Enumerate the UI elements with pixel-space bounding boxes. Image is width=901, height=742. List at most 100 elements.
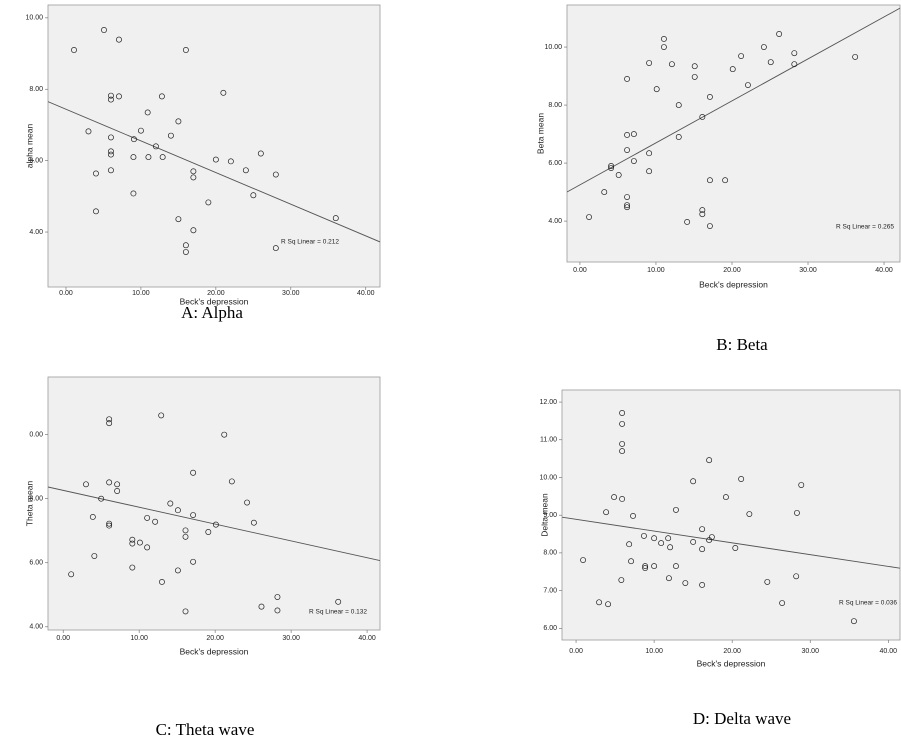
- point: [190, 174, 197, 181]
- point: [673, 506, 679, 513]
- point: [738, 476, 745, 482]
- point: [791, 61, 798, 68]
- point: [630, 512, 636, 519]
- point: [764, 578, 771, 585]
- y-tick-label: 7.00: [543, 587, 557, 594]
- y-tick-label: 10.00: [539, 474, 557, 481]
- plot-content: [48, 27, 380, 255]
- point: [85, 128, 92, 135]
- point: [175, 118, 182, 125]
- point: [738, 53, 745, 60]
- point: [129, 540, 136, 547]
- y-tick-label: 8.00: [29, 86, 43, 93]
- point: [641, 532, 647, 539]
- point: [212, 156, 219, 163]
- point: [732, 545, 739, 551]
- point: [608, 165, 615, 171]
- point: [258, 603, 265, 610]
- trend-line: [48, 486, 380, 562]
- point: [182, 533, 189, 540]
- x-tick-label: 20.00: [206, 635, 224, 642]
- point: [618, 577, 625, 583]
- point: [108, 151, 114, 158]
- y-tick-label: 10.00: [25, 15, 43, 22]
- point: [91, 553, 98, 559]
- point: [190, 227, 197, 234]
- point: [221, 431, 228, 438]
- point: [793, 573, 800, 580]
- r-squared-note: R Sq Linear = 0.265: [836, 224, 894, 231]
- point: [250, 192, 257, 199]
- point: [108, 96, 114, 103]
- point: [144, 514, 151, 521]
- point: [144, 544, 151, 551]
- point: [190, 558, 197, 565]
- point: [682, 580, 689, 587]
- point: [182, 47, 189, 53]
- point: [182, 249, 189, 255]
- point: [190, 512, 197, 518]
- point: [68, 571, 75, 578]
- point: [619, 410, 626, 416]
- y-tick-label: 6.00: [548, 160, 562, 167]
- point: [706, 94, 713, 100]
- y-tick-label: 0.00: [29, 431, 43, 438]
- point: [624, 202, 631, 209]
- point: [106, 420, 113, 427]
- point: [767, 59, 774, 66]
- point: [624, 194, 631, 200]
- point: [101, 27, 107, 33]
- y-tick-label: 4.00: [29, 229, 43, 236]
- x-tick-label: 10.00: [645, 648, 663, 655]
- y-tick-label: 8.00: [543, 550, 557, 557]
- y-tick-label: 4.00: [548, 218, 562, 225]
- x-tick-label: 10.00: [132, 290, 150, 297]
- point: [129, 564, 136, 571]
- point: [722, 494, 729, 501]
- point: [628, 558, 635, 565]
- point: [675, 134, 682, 140]
- point: [272, 245, 279, 252]
- point: [699, 211, 706, 218]
- point: [108, 148, 114, 155]
- point: [129, 536, 136, 543]
- point: [152, 518, 159, 525]
- point: [798, 482, 805, 488]
- point: [98, 495, 105, 502]
- point: [852, 53, 859, 60]
- point: [205, 529, 212, 535]
- point: [624, 76, 631, 82]
- point: [603, 509, 610, 516]
- y-tick-label: 8.00: [29, 496, 43, 503]
- y-axis-label: Delta mean: [539, 493, 549, 537]
- y-axis-label: alpha mean: [24, 124, 34, 169]
- point: [137, 127, 144, 134]
- point: [706, 223, 713, 229]
- point: [675, 102, 682, 109]
- point: [673, 563, 679, 570]
- point: [152, 143, 159, 150]
- point: [646, 60, 653, 66]
- point: [624, 204, 631, 211]
- point: [89, 514, 96, 520]
- point: [651, 563, 658, 570]
- x-axis-label: Beck's depression: [699, 279, 768, 289]
- point: [660, 44, 667, 51]
- point: [601, 189, 608, 196]
- point: [145, 154, 152, 161]
- point: [332, 215, 339, 222]
- point: [642, 565, 649, 571]
- point: [706, 177, 713, 184]
- point: [182, 527, 189, 534]
- point: [71, 47, 77, 53]
- point: [760, 44, 767, 51]
- point: [668, 61, 675, 68]
- point: [691, 73, 698, 80]
- point: [174, 567, 181, 574]
- point: [335, 598, 342, 605]
- y-tick-label: 9.00: [543, 512, 557, 519]
- point: [619, 440, 626, 447]
- plot-area: [47, 4, 381, 288]
- point: [706, 457, 713, 464]
- y-tick-label: 6.00: [543, 625, 557, 632]
